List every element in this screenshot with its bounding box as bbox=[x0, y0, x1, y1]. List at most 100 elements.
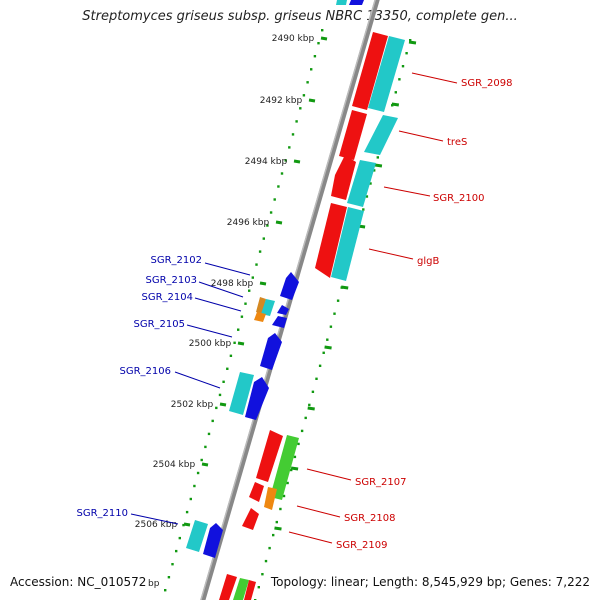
tick-dot bbox=[200, 458, 203, 462]
tick-dot bbox=[167, 576, 171, 579]
tick-mark bbox=[275, 220, 283, 225]
gene-feature[interactable] bbox=[254, 312, 266, 322]
tick-dot bbox=[306, 81, 309, 84]
tick-mark bbox=[374, 163, 383, 168]
gene-label[interactable]: SGR_2110 bbox=[77, 508, 129, 519]
gene-label[interactable]: glgB bbox=[417, 256, 439, 267]
tick-label: 2490 kbp bbox=[272, 34, 315, 44]
gene-label[interactable]: treS bbox=[447, 137, 467, 148]
tick-dot bbox=[284, 159, 287, 162]
gene-feature[interactable] bbox=[256, 297, 266, 314]
tick-mark bbox=[308, 98, 316, 103]
tick-dot bbox=[297, 442, 300, 446]
tick-dot bbox=[211, 419, 214, 423]
gene-feature[interactable] bbox=[245, 377, 269, 420]
gene-feature[interactable] bbox=[280, 272, 299, 300]
gene-label[interactable]: SGR_2103 bbox=[146, 275, 198, 286]
gene-label[interactable]: SGR_2105 bbox=[134, 319, 186, 330]
tick-dot bbox=[317, 42, 320, 45]
tick-dot bbox=[233, 341, 236, 344]
accession-text: Accession: NC_010572 bbox=[10, 575, 147, 589]
gene-label[interactable]: SGR_2107 bbox=[355, 477, 407, 488]
gene-feature[interactable] bbox=[270, 435, 299, 500]
tick-group: 2490 kbp 2492 kbp 2494 kbp 2496 kbp 2498 kbp… bbox=[135, 34, 417, 531]
gene-feature[interactable] bbox=[244, 580, 256, 600]
tick-dot bbox=[279, 507, 282, 511]
tick-dot bbox=[409, 39, 412, 42]
tick-dot bbox=[258, 250, 262, 253]
chromosome-axis-highlight bbox=[200, 0, 376, 600]
tick-dot bbox=[207, 432, 211, 436]
gene-feature[interactable] bbox=[364, 115, 398, 155]
tick-label: 2492 kbp bbox=[260, 96, 303, 106]
tick-dot bbox=[261, 573, 264, 576]
gene-feature[interactable] bbox=[277, 305, 289, 315]
tick-dot bbox=[398, 78, 401, 81]
gene-label[interactable]: SGR_2109 bbox=[336, 540, 388, 551]
tick-dot bbox=[273, 198, 276, 201]
gene-feature[interactable] bbox=[339, 110, 367, 160]
gene-label[interactable]: SGR_2106 bbox=[120, 366, 172, 377]
gene-feature[interactable] bbox=[331, 155, 356, 200]
tick-dot bbox=[215, 406, 218, 410]
tick-dot bbox=[373, 169, 376, 172]
tick-dot bbox=[204, 445, 207, 449]
tick-dot bbox=[264, 559, 268, 563]
tick-dot bbox=[257, 586, 260, 589]
gene-feature[interactable] bbox=[331, 207, 364, 281]
gene-feature[interactable] bbox=[233, 578, 249, 600]
tick-dot bbox=[286, 481, 289, 485]
gene-feature[interactable] bbox=[347, 160, 376, 207]
gene-feature[interactable] bbox=[249, 482, 264, 502]
gene-feature[interactable] bbox=[264, 487, 277, 510]
gene-feature[interactable] bbox=[368, 36, 405, 112]
tick-dot bbox=[290, 468, 293, 472]
tick-dot bbox=[394, 91, 397, 94]
gene-label[interactable]: SGR_2098 bbox=[461, 78, 513, 89]
gene-feature[interactable] bbox=[261, 299, 275, 316]
tick-dot bbox=[313, 55, 317, 58]
tick-dot bbox=[282, 494, 286, 498]
tick-dot bbox=[218, 393, 222, 397]
tick-dot bbox=[251, 276, 254, 279]
gene-feature[interactable] bbox=[260, 333, 282, 370]
gene-label[interactable]: SGR_2100 bbox=[433, 193, 485, 204]
gene-label[interactable]: SGR_2104 bbox=[142, 292, 194, 303]
gene-feature[interactable] bbox=[315, 203, 347, 278]
gene-label[interactable]: SGR_2102 bbox=[151, 255, 203, 266]
gene-feature[interactable] bbox=[186, 520, 208, 552]
tick-dot bbox=[189, 497, 192, 501]
gene-feature[interactable] bbox=[219, 574, 237, 600]
map-title: Streptomyces griseus subsp. griseus NBRC… bbox=[82, 9, 518, 24]
tick-dot bbox=[175, 549, 178, 553]
gene-leader-line bbox=[288, 531, 333, 544]
tick-dot bbox=[255, 263, 258, 266]
gene-feature[interactable] bbox=[256, 430, 283, 482]
unit-fragment: bp bbox=[148, 579, 160, 589]
topology-text: Topology: linear; Length: 8,545,929 bp; … bbox=[270, 575, 590, 589]
gene-feature[interactable] bbox=[242, 508, 259, 530]
tick-dot bbox=[272, 533, 275, 537]
tick-dot bbox=[369, 182, 372, 185]
gene-leader-line bbox=[130, 513, 179, 525]
tick-label: 2502 kbp bbox=[171, 400, 214, 410]
gene-feature[interactable] bbox=[272, 316, 287, 328]
gene-feature[interactable] bbox=[349, 0, 364, 5]
gene-feature[interactable] bbox=[229, 372, 254, 415]
gene-feature[interactable] bbox=[352, 32, 388, 110]
gene-feature[interactable] bbox=[203, 523, 223, 558]
gene-feature[interactable] bbox=[336, 0, 347, 5]
gene-label[interactable]: SGR_2108 bbox=[344, 513, 396, 524]
tick-dot bbox=[171, 563, 174, 566]
tick-dot bbox=[222, 380, 225, 383]
gene-track bbox=[186, 0, 405, 600]
gene-leader-line bbox=[306, 468, 352, 481]
tick-dot bbox=[405, 52, 408, 55]
gene-label-group: SGR_2098 treS SGR_2100 glgB SGR_2107 SGR_2108… bbox=[77, 72, 513, 551]
tick-dot bbox=[321, 29, 324, 32]
tick-dot bbox=[315, 377, 318, 380]
tick-mark bbox=[307, 406, 315, 411]
tick-dot bbox=[299, 107, 302, 110]
tick-mark bbox=[237, 341, 245, 346]
